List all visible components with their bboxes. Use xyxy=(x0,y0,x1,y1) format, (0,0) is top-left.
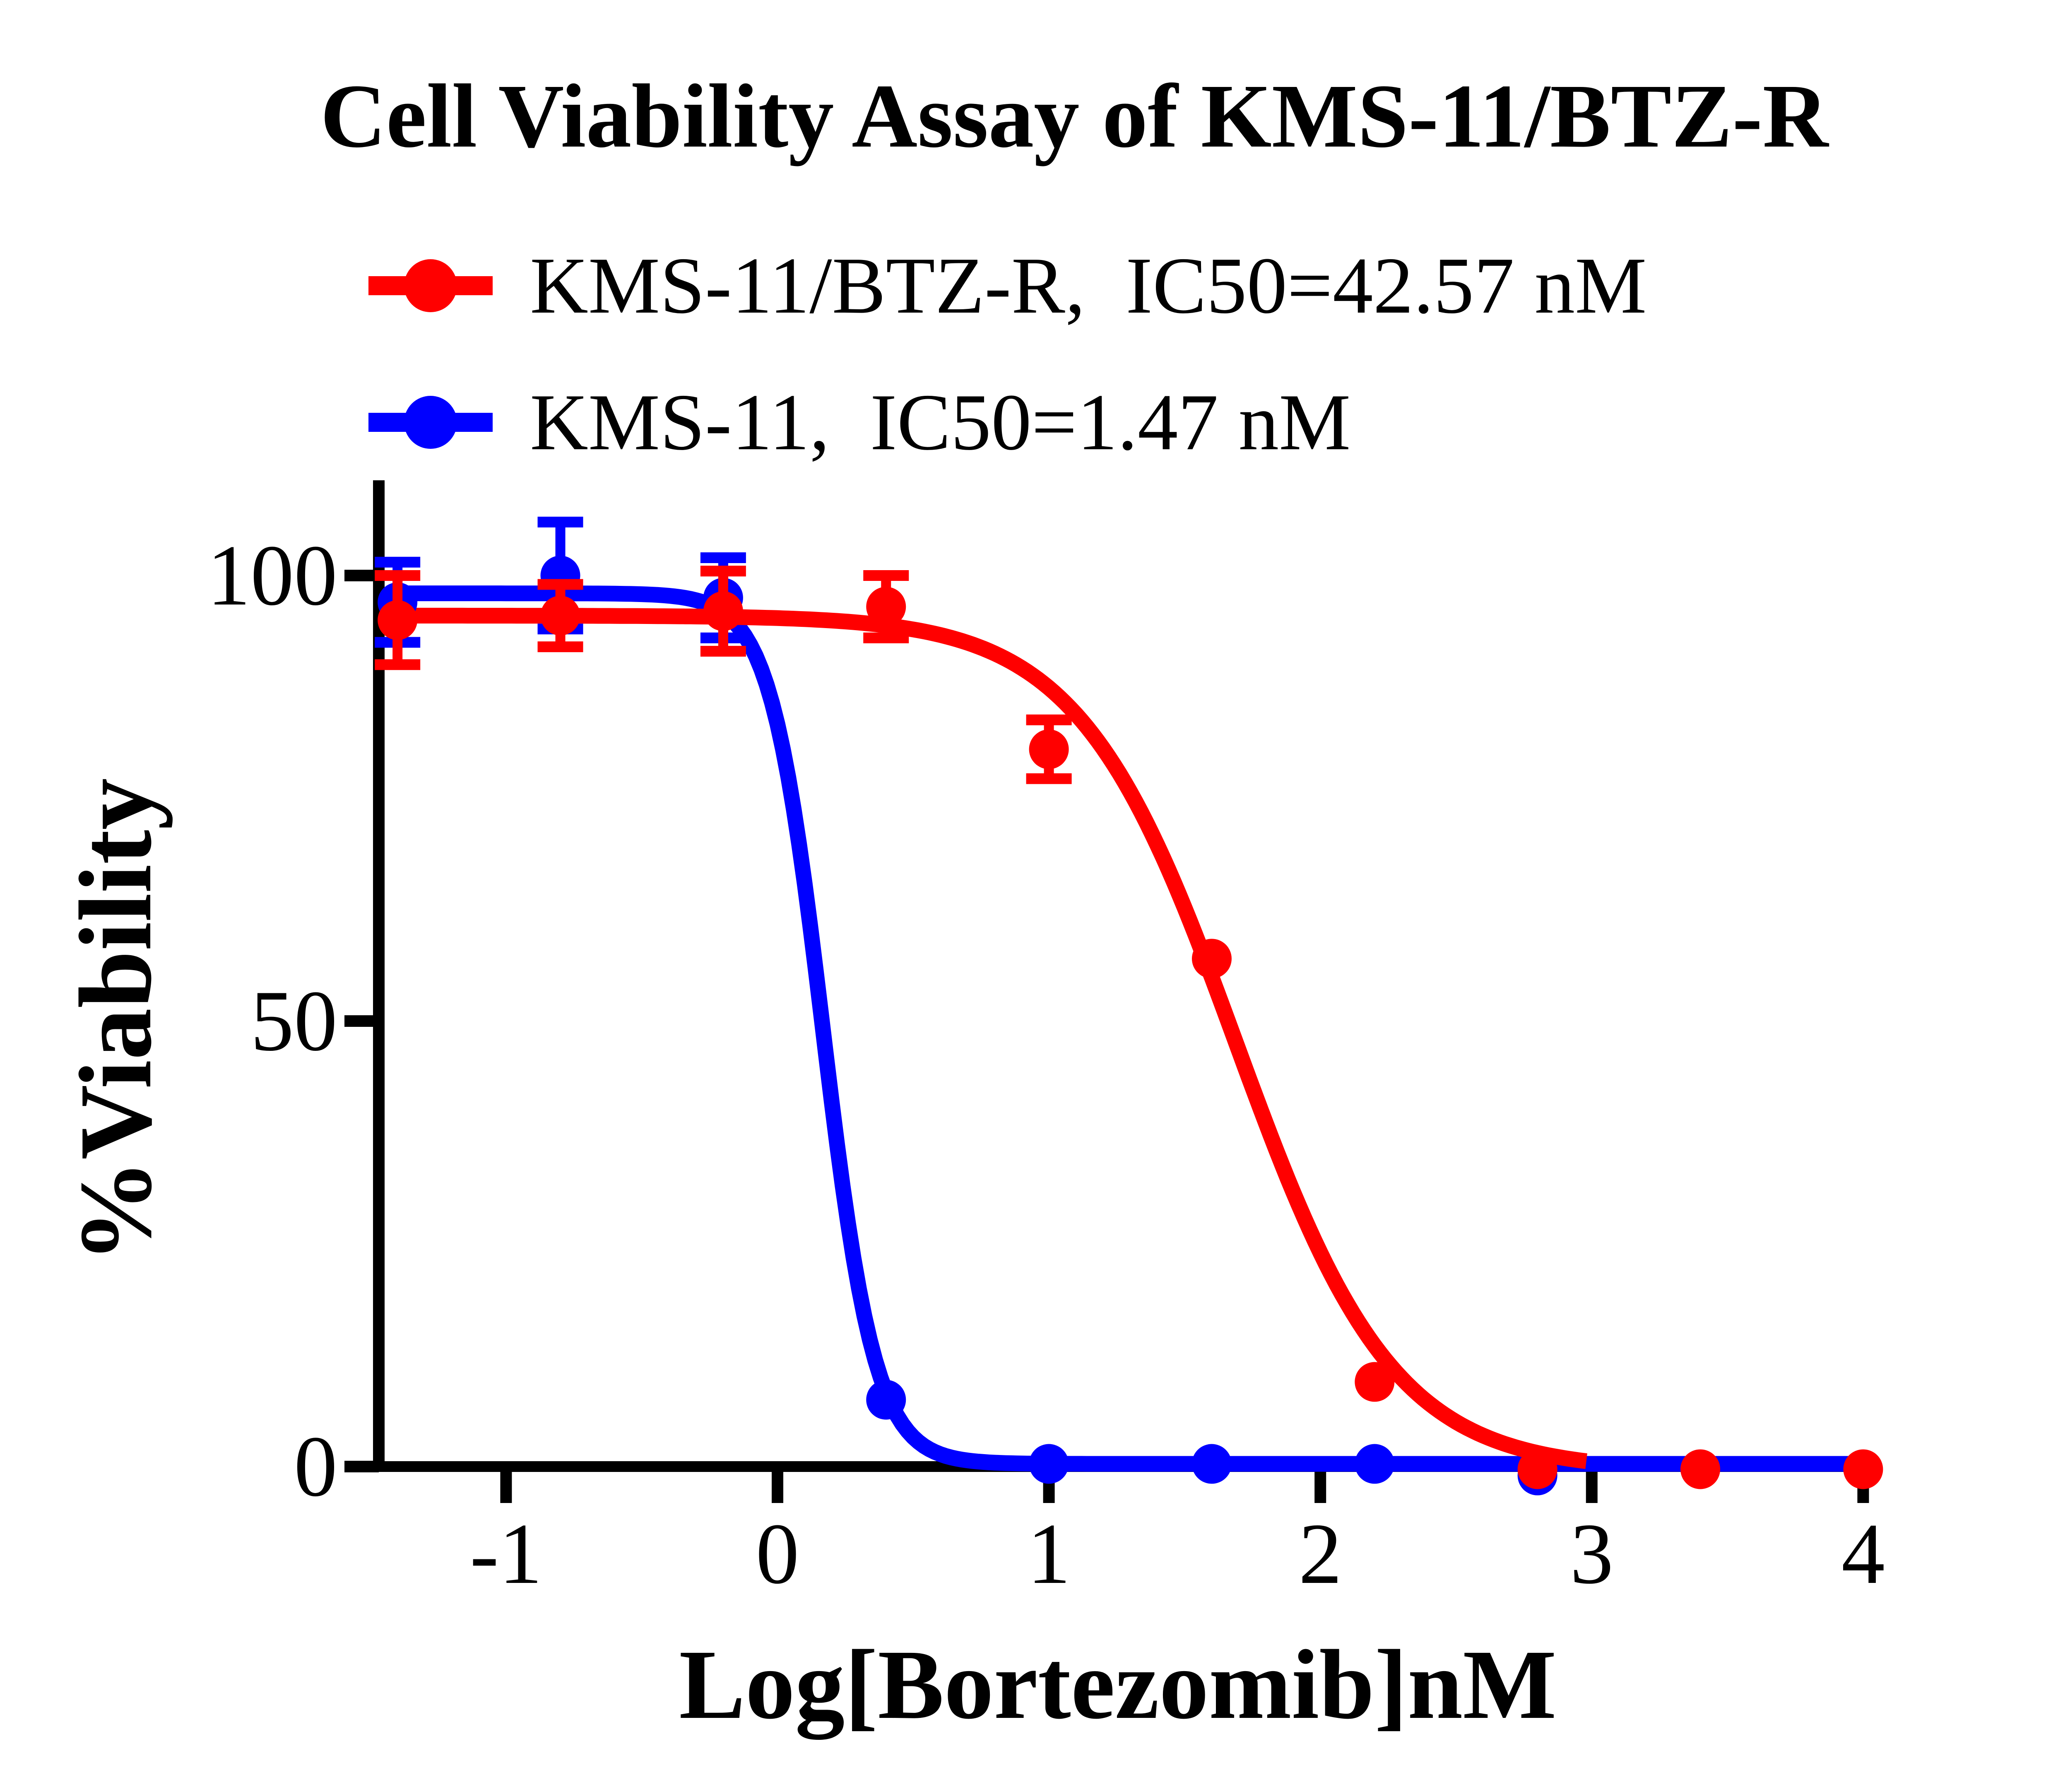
legend: KMS-11/BTZ-R, IC50=42.57 nM KMS-11, IC50… xyxy=(368,228,1646,480)
data-point-kms-11 xyxy=(866,1380,906,1420)
x-tick-label: 0 xyxy=(756,1506,799,1602)
y-tick-label: 50 xyxy=(250,973,337,1069)
chart-title: Cell Viability Assay of KMS-11/BTZ-R xyxy=(320,65,1829,166)
x-tick-label: 3 xyxy=(1570,1506,1614,1602)
legend-label-kms11: KMS-11, IC50=1.47 nM xyxy=(530,378,1351,467)
x-tick-label: 1 xyxy=(1027,1506,1071,1602)
fit-curve-kms-11-btz-r xyxy=(386,607,1588,1469)
x-tick-label: 2 xyxy=(1298,1506,1342,1602)
data-point-kms-11-btz-r xyxy=(540,595,580,636)
data-point-kms-11-btz-r xyxy=(378,600,418,640)
data-point-kms-11-btz-r xyxy=(1517,1449,1557,1489)
legend-label-kms11-btzr: KMS-11/BTZ-R, IC50=42.57 nM xyxy=(530,241,1647,330)
data-point-kms-11-btz-r xyxy=(703,591,743,631)
data-point-kms-11-btz-r xyxy=(1355,1362,1395,1402)
y-tick-label: 0 xyxy=(294,1419,337,1515)
data-point-kms-11-btz-r xyxy=(866,587,906,627)
legend-dot-blue-icon xyxy=(404,396,457,449)
legend-marker-red-icon xyxy=(368,255,493,317)
data-point-kms-11-btz-r xyxy=(1029,729,1069,769)
x-axis-title: Log[Bortezomib]nM xyxy=(679,1629,1557,1739)
x-tick-label: -1 xyxy=(469,1506,542,1602)
legend-item-kms11-btzr: KMS-11/BTZ-R, IC50=42.57 nM xyxy=(368,228,1646,344)
data-point-kms-11-btz-r xyxy=(1843,1449,1883,1489)
legend-dot-red-icon xyxy=(404,259,457,312)
legend-marker-blue-icon xyxy=(368,391,493,453)
data-point-kms-11 xyxy=(1029,1444,1069,1484)
data-point-kms-11-btz-r xyxy=(1191,939,1232,979)
data-point-kms-11-btz-r xyxy=(1680,1449,1721,1489)
data-point-kms-11 xyxy=(1355,1444,1395,1484)
x-tick-label: 4 xyxy=(1841,1506,1885,1602)
legend-item-kms11: KMS-11, IC50=1.47 nM xyxy=(368,364,1646,480)
data-point-kms-11 xyxy=(1191,1444,1232,1484)
fit-curve-kms-11 xyxy=(386,585,1853,1472)
y-tick-label: 100 xyxy=(207,527,337,624)
